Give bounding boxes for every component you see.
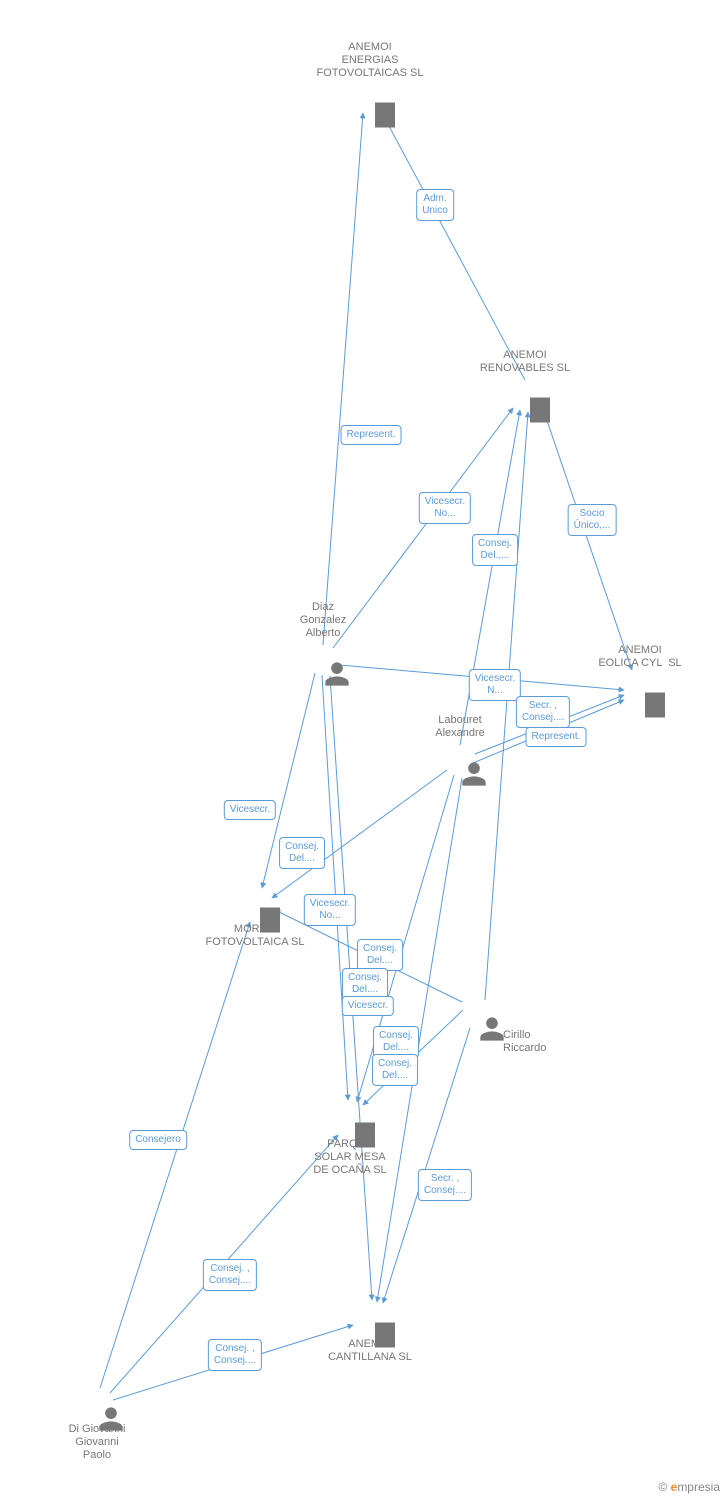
node-label: ANEMOI RENOVABLES SL (480, 349, 570, 375)
edges-layer (0, 0, 728, 1500)
edge-label[interactable]: Vicesecr. (224, 800, 276, 820)
watermark: © empresia (658, 1480, 720, 1494)
node-label: Di Giovanni Giovanni Paolo (69, 1423, 126, 1462)
node-label: Labouret Alexandre (435, 714, 485, 740)
edge-line (382, 113, 525, 380)
edge-label[interactable]: Vicesecr. N... (469, 669, 521, 701)
node-label: MORON FOTOVOLTAICA SL (205, 923, 304, 949)
edge-line (272, 770, 447, 898)
node-label: ANEMOI ENERGIAS FOTOVOLTAICAS SL (317, 41, 424, 80)
edge-line (100, 922, 250, 1388)
edge-label[interactable]: Represent. (526, 727, 587, 747)
edge-label[interactable]: Consej. , Consej.... (203, 1259, 257, 1291)
edge-label[interactable]: Consej. , Consej.... (208, 1339, 262, 1371)
node-label: ANEMOI CANTILLANA SL (328, 1338, 412, 1364)
edge-line (323, 113, 363, 645)
edge-label[interactable]: Consej. Del.... (279, 837, 325, 869)
edge-label[interactable]: Socio Único,... (568, 504, 617, 536)
edge-label[interactable]: Vicesecr. No... (419, 492, 471, 524)
edge-label[interactable]: Secr. , Consej.... (418, 1169, 472, 1201)
edge-label[interactable]: Represent. (341, 425, 402, 445)
edge-label[interactable]: Consej. Del.,... (472, 534, 518, 566)
edge-label[interactable]: Adm. Unico (416, 189, 454, 221)
node-label: Cirillo Riccardo (503, 1029, 546, 1055)
edge-label[interactable]: Secr. , Consej.... (516, 696, 570, 728)
edge-label[interactable]: Vicesecr. (342, 996, 394, 1016)
node-label: Diaz Gonzalez Alberto (300, 601, 346, 640)
node-label: ANEMOI EOLICA CYL SL (598, 644, 681, 670)
edge-label[interactable]: Consej. Del.... (372, 1054, 418, 1086)
node-label: PARQUE SOLAR MESA DE OCAÑA SL (313, 1138, 386, 1177)
edge-label[interactable]: Consejero (129, 1130, 187, 1150)
edge-label[interactable]: Consej. Del.... (357, 939, 403, 971)
edge-label[interactable]: Vicesecr. No... (304, 894, 356, 926)
